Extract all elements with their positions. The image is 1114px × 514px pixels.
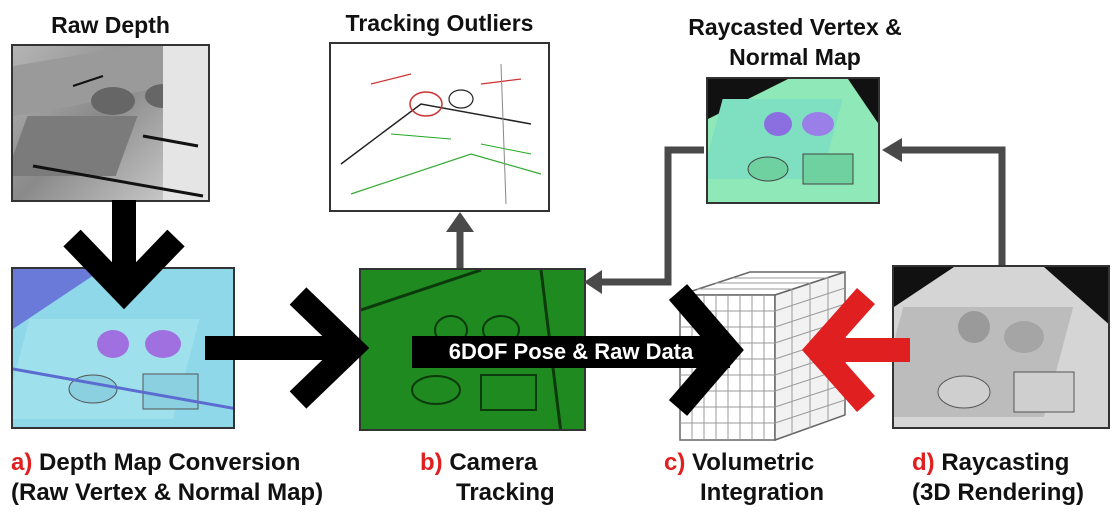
raycasted-normal-image <box>706 77 880 204</box>
arrow-right-black <box>205 287 370 409</box>
step-c-marker: c) <box>664 449 686 476</box>
arrow-up-gray <box>446 212 474 268</box>
step-a-marker: a) <box>11 449 33 476</box>
depth-conversion-image <box>11 267 235 429</box>
tracking-outliers-label: Tracking Outliers <box>345 10 534 36</box>
pose-data-bar <box>412 336 730 368</box>
pose-data-label: 6DOF Pose & Raw Data <box>448 339 694 364</box>
depth-conversion-shapes <box>13 269 233 419</box>
raycasting-shapes <box>894 267 1108 417</box>
step-b-line1: Camera <box>449 449 538 476</box>
raycasted-normal-shapes <box>708 79 878 185</box>
step-b-caption: b) Camera <box>420 448 537 478</box>
step-a-caption: a) Depth Map Conversion <box>11 448 300 478</box>
arrow-left-red <box>801 288 910 412</box>
step-a-line1: Depth Map Conversion <box>39 449 301 476</box>
arrow-down-black <box>63 200 185 310</box>
raw-depth-shapes <box>13 46 208 200</box>
step-b-marker: b) <box>420 449 443 476</box>
step-c-caption: c) Volumetric <box>664 448 814 478</box>
step-b-caption-line2: Tracking <box>456 479 555 506</box>
raycasted-label-line1: Raycasted Vertex & <box>688 14 902 40</box>
arrow-raycasting-to-map <box>882 138 1006 265</box>
step-a-caption-line2: (Raw Vertex & Normal Map) <box>11 479 324 506</box>
tracking-outliers-lines <box>340 63 542 205</box>
step-d-line1: Raycasting <box>941 449 1070 476</box>
step-d-caption: d) Raycasting <box>912 448 1069 478</box>
raycasting-image <box>892 265 1110 429</box>
arrow-raycast-to-tracking <box>584 146 704 294</box>
tracking-outliers-image <box>329 42 550 212</box>
step-c-caption-line2: Integration <box>700 479 824 506</box>
raw-depth-image <box>11 44 210 202</box>
raw-depth-label: Raw Depth <box>51 12 170 38</box>
raycasted-label-line2: Normal Map <box>729 44 861 70</box>
step-c-line1: Volumetric <box>692 449 815 476</box>
step-d-marker: d) <box>912 449 935 476</box>
step-d-caption-line2: (3D Rendering) <box>912 479 1085 506</box>
